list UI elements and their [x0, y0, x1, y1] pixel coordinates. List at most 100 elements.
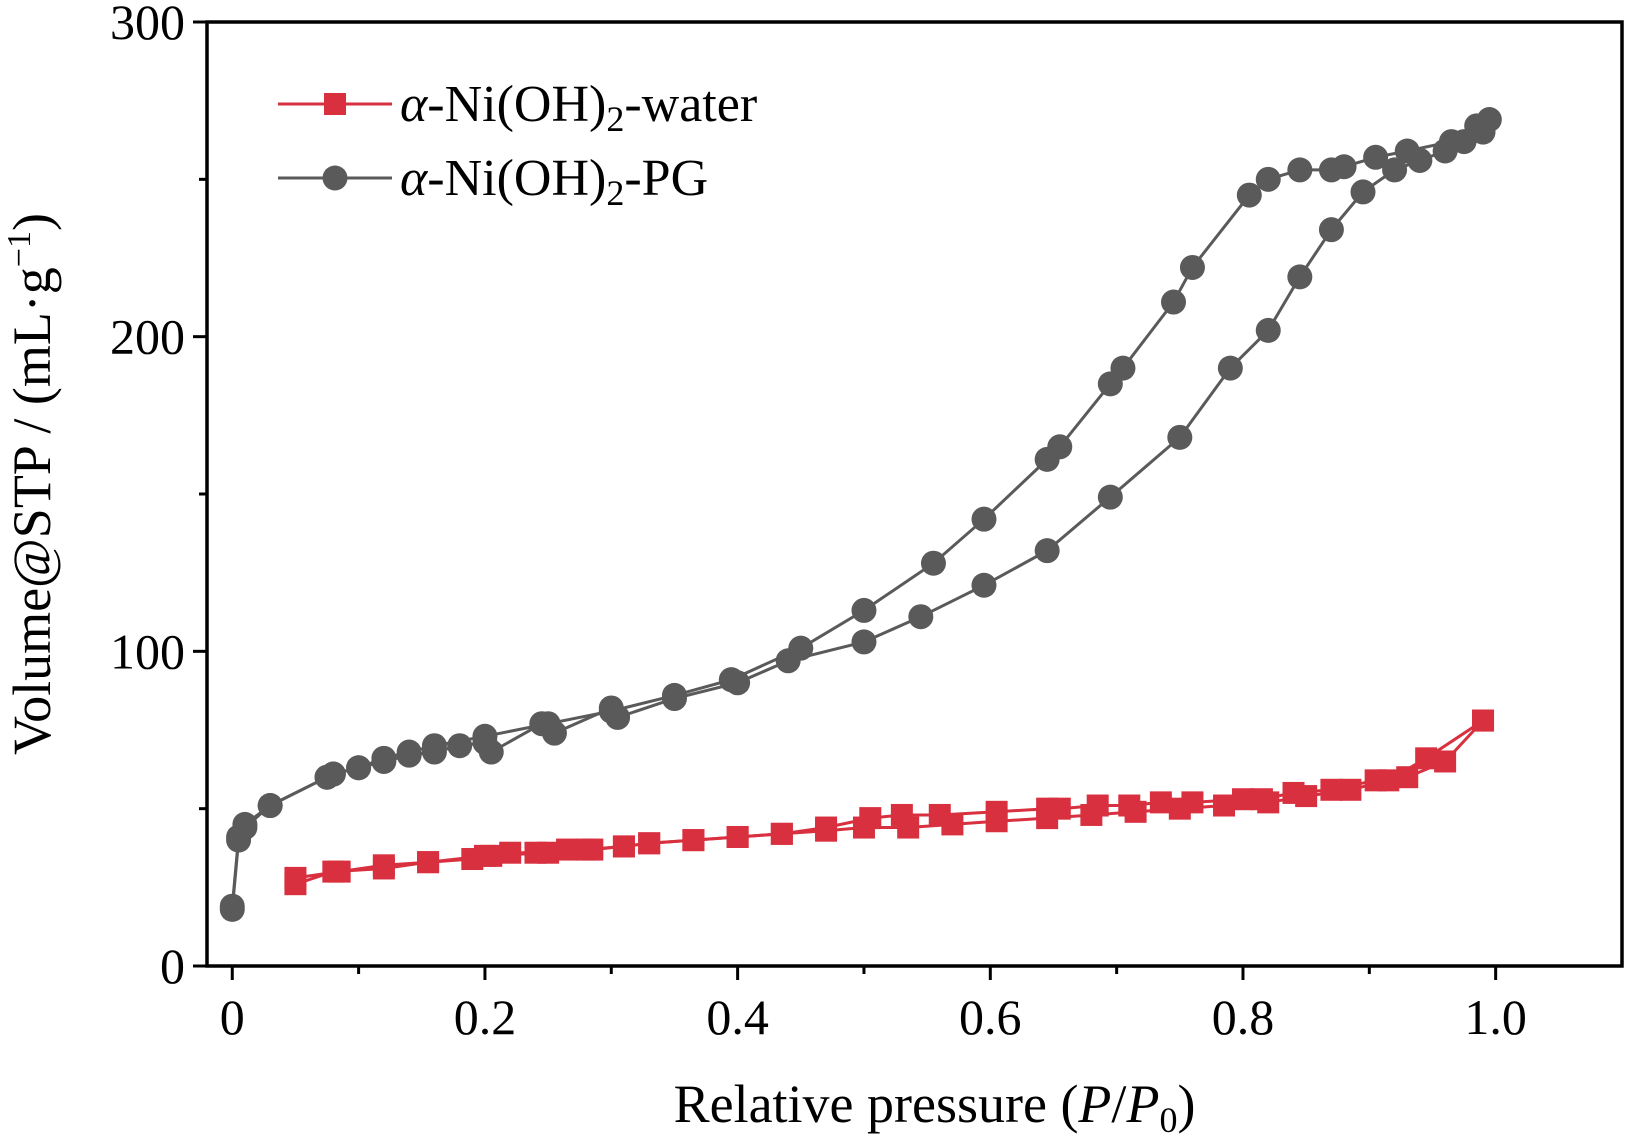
data-point: [421, 733, 447, 759]
data-point: [1318, 157, 1344, 183]
data-point: [1350, 179, 1376, 205]
data-point: [1149, 791, 1172, 814]
data-point: [1472, 709, 1495, 732]
data-point: [1434, 750, 1457, 773]
data-point: [788, 635, 814, 661]
data-point: [1236, 182, 1262, 208]
legend-marker-pg: [322, 165, 348, 191]
data-point: [1339, 778, 1362, 801]
data-point: [447, 733, 473, 759]
data-point: [726, 825, 749, 848]
data-point: [346, 755, 372, 781]
legend-label-water-tail: -water: [624, 76, 757, 133]
data-point: [1394, 138, 1420, 164]
y-axis-title-main: Volume@STP / (mL·g: [2, 267, 62, 755]
y-tick-label: 200: [110, 309, 185, 365]
data-point: [661, 682, 687, 708]
data-point: [612, 835, 635, 858]
legend-entry-water: α-Ni(OH)2-water: [278, 76, 757, 139]
data-point: [1036, 807, 1059, 830]
legend-label-pg-sub: 2: [606, 173, 624, 213]
y-tick-label: 300: [110, 0, 185, 50]
legend-label-pg: α-Ni(OH)2-PG: [400, 150, 708, 213]
data-point: [284, 866, 307, 889]
data-point: [226, 827, 252, 853]
data-point: [897, 816, 920, 839]
data-point: [1287, 264, 1313, 290]
data-point: [1179, 254, 1205, 280]
data-point: [1124, 800, 1147, 823]
data-point: [1396, 766, 1419, 789]
legend-label-water-sub: 2: [606, 99, 624, 139]
data-point: [1318, 217, 1344, 243]
series-pg: [219, 107, 1502, 922]
x-tick-label: 0.4: [706, 989, 769, 1045]
legend-label-water-greek: α: [400, 76, 429, 133]
data-point: [851, 597, 877, 623]
data-point: [1363, 144, 1389, 170]
data-point: [1167, 424, 1193, 450]
data-point: [770, 822, 793, 845]
y-tick-label: 100: [110, 623, 185, 679]
data-point: [971, 506, 997, 532]
data-point: [372, 854, 395, 877]
data-point: [682, 829, 705, 852]
data-point: [1382, 157, 1408, 183]
x-tick-label: 0: [220, 989, 245, 1045]
data-point: [1168, 797, 1191, 820]
x-axis-title-close: ): [1177, 1074, 1195, 1134]
data-point: [1255, 166, 1281, 192]
data-point: [328, 860, 351, 883]
x-axis-title-p0-sub: 0: [1159, 1100, 1177, 1140]
legend: α-Ni(OH)2-water α-Ni(OH)2-PG: [278, 76, 757, 213]
legend-label-water-main: -Ni(OH): [427, 76, 606, 133]
data-point: [598, 698, 624, 724]
data-point: [1217, 355, 1243, 381]
x-tick-label: 0.2: [454, 989, 517, 1045]
legend-label-pg-main: -Ni(OH): [427, 150, 606, 207]
x-tick-label: 1.0: [1464, 989, 1527, 1045]
data-point: [1080, 803, 1103, 826]
data-point: [1255, 317, 1281, 343]
data-point: [941, 813, 964, 836]
data-point: [718, 667, 744, 693]
y-axis-title-close: ): [2, 213, 62, 231]
data-point: [985, 810, 1008, 833]
legend-entry-pg: α-Ni(OH)2-PG: [278, 150, 708, 213]
data-point: [537, 841, 560, 864]
data-point: [1320, 778, 1343, 801]
data-point: [1034, 538, 1060, 564]
data-point: [1377, 769, 1400, 792]
data-point: [1287, 157, 1313, 183]
y-axis-title-sup: −1: [1, 231, 38, 267]
data-point: [219, 896, 245, 922]
series-water: [284, 709, 1495, 896]
x-axis-title-slash: /: [1111, 1074, 1126, 1134]
x-tick-label: 0.6: [959, 989, 1022, 1045]
legend-marker-water: [324, 93, 346, 115]
data-point: [1464, 113, 1490, 139]
data-point: [1034, 446, 1060, 472]
data-point: [575, 838, 598, 861]
legend-label-pg-greek: α: [400, 150, 429, 207]
data-point: [1231, 788, 1254, 811]
data-point: [920, 550, 946, 576]
x-tick-label: 0.8: [1212, 989, 1275, 1045]
data-point: [417, 851, 440, 874]
data-point: [396, 739, 422, 765]
data-point: [1160, 289, 1186, 315]
data-point: [535, 711, 561, 737]
data-point: [472, 723, 498, 749]
data-point: [1097, 371, 1123, 397]
data-point: [638, 832, 661, 855]
y-axis-title: Volume@STP / (mL·g−1): [1, 213, 62, 755]
axis-ticks: 0 0.2 0.4 0.6 0.8 1.0 0 100 200 300: [110, 0, 1527, 1045]
data-point: [851, 629, 877, 655]
data-point: [971, 572, 997, 598]
x-axis-title-p: P: [1077, 1074, 1111, 1134]
data-point: [499, 841, 522, 864]
data-point: [1415, 747, 1438, 770]
data-point: [852, 816, 875, 839]
data-point: [1213, 794, 1236, 817]
